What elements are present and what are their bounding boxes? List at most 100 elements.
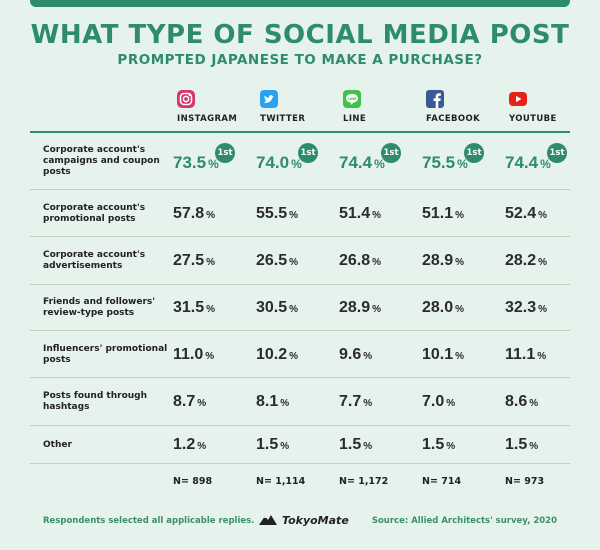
value-cell: 31.5% xyxy=(173,285,255,331)
value-cell: 75.5% 1st xyxy=(422,133,504,190)
value-unit: % xyxy=(529,398,539,409)
value-unit: % xyxy=(372,209,382,221)
value-cell: 27.5% xyxy=(173,237,255,285)
value-unit: % xyxy=(540,156,551,171)
value-number: 1.5 xyxy=(339,436,362,453)
value-cell: 1.5% xyxy=(505,426,587,464)
tokyomate-logo-icon xyxy=(259,515,277,525)
value-number: 1.5 xyxy=(422,436,445,453)
value-number: 57.8 xyxy=(173,204,205,222)
platform-icon-wrap xyxy=(509,90,527,108)
value-number: 1.5 xyxy=(505,436,528,453)
value-number: 74.0 xyxy=(256,152,290,172)
platform-icon-wrap xyxy=(260,90,278,108)
value-label: 10.1% xyxy=(422,346,464,364)
value-cell: 1.5% xyxy=(422,426,504,464)
value-unit: % xyxy=(537,350,547,362)
value-cell: 10.1% xyxy=(422,331,504,378)
value-number: 55.5 xyxy=(256,204,288,222)
svg-text:LINE: LINE xyxy=(347,97,357,101)
brand-logo: TokyoMate xyxy=(258,511,349,529)
value-unit: % xyxy=(455,257,465,268)
value-unit: % xyxy=(205,350,215,362)
value-cell: 57.8% xyxy=(173,190,255,237)
value-number: 32.3 xyxy=(505,299,537,316)
value-number: 7.7 xyxy=(339,393,362,410)
value-label: 74.4% xyxy=(505,153,551,173)
value-label: 1.5% xyxy=(422,436,455,454)
value-unit: % xyxy=(363,441,373,452)
value-cell: 74.4% 1st xyxy=(339,133,421,190)
sample-size-label: N= 1,114 xyxy=(256,476,306,487)
value-unit: % xyxy=(538,209,548,221)
value-label: 1.2% xyxy=(173,436,206,454)
value-cell: 1.5% xyxy=(256,426,338,464)
row-label: Corporate account's advertisements xyxy=(43,250,146,271)
value-unit: % xyxy=(289,209,299,221)
table-row: Other 1.2% 1.5% 1.5% 1.5% 1.5% xyxy=(30,426,570,464)
value-unit: % xyxy=(455,304,465,315)
value-label: 28.2% xyxy=(505,252,547,270)
value-unit: % xyxy=(446,441,456,452)
value-number: 26.8 xyxy=(339,252,371,269)
value-number: 10.1 xyxy=(422,345,454,363)
value-label: 8.6% xyxy=(505,393,538,411)
table-row: Influencers' promotional posts 11.0% 10.2%… xyxy=(30,331,570,378)
value-number: 11.0 xyxy=(173,345,204,363)
line-icon: LINE xyxy=(343,90,361,108)
value-number: 1.2 xyxy=(173,436,196,453)
brand-name: TokyoMate xyxy=(282,513,349,527)
platform-label: TWITTER xyxy=(260,114,306,124)
value-number: 31.5 xyxy=(173,299,205,316)
value-cell: 11.0% xyxy=(173,331,255,378)
value-cell: 28.9% xyxy=(339,285,421,331)
value-unit: % xyxy=(446,398,456,409)
value-number: 74.4 xyxy=(505,152,539,172)
value-label: 31.5% xyxy=(173,299,215,317)
sample-size-label: N= 714 xyxy=(422,476,462,487)
value-unit: % xyxy=(457,156,468,171)
value-unit: % xyxy=(291,156,302,171)
value-number: 27.5 xyxy=(173,252,205,269)
platform-icon-wrap xyxy=(426,90,444,108)
value-label: 26.5% xyxy=(256,252,298,270)
value-unit: % xyxy=(208,156,219,171)
table-row: Friends and followers' review-type posts… xyxy=(30,285,570,331)
platform-label: YOUTUBE xyxy=(509,114,557,124)
value-cell: 9.6% xyxy=(339,331,421,378)
platform-facebook: FACEBOOK xyxy=(422,90,507,126)
value-unit: % xyxy=(289,257,299,268)
platform-youtube: YOUTUBE xyxy=(505,90,590,126)
top-accent-bar xyxy=(30,0,570,7)
value-number: 28.9 xyxy=(339,299,371,316)
value-label: 11.1% xyxy=(505,346,546,364)
value-label: 11.0% xyxy=(173,346,214,364)
platform-label: LINE xyxy=(343,114,367,124)
value-label: 7.7% xyxy=(339,393,372,411)
value-cell: 8.7% xyxy=(173,378,255,426)
sample-size-label: N= 898 xyxy=(173,476,213,487)
value-unit: % xyxy=(206,209,216,221)
first-place-badge: 1st xyxy=(547,142,567,163)
chart-subtitle: PROMPTED JAPANESE TO MAKE A PURCHASE? xyxy=(117,52,483,68)
value-label: 9.6% xyxy=(339,346,372,364)
value-label: 51.4% xyxy=(339,205,381,223)
row-label: Posts found through hashtags xyxy=(43,391,148,412)
chart-title: WHAT TYPE OF SOCIAL MEDIA POST xyxy=(30,20,570,50)
value-cell: 30.5% xyxy=(256,285,338,331)
platform-twitter: TWITTER xyxy=(256,90,341,126)
value-label: 74.4% xyxy=(339,153,385,173)
first-place-badge: 1st xyxy=(464,142,484,163)
value-label: 10.2% xyxy=(256,346,298,364)
value-label: 7.0% xyxy=(422,393,455,411)
value-number: 1.5 xyxy=(256,436,279,453)
row-label: Other xyxy=(43,439,72,450)
value-cell: 28.2% xyxy=(505,237,587,285)
platform-label: INSTAGRAM xyxy=(177,114,238,124)
value-number: 51.4 xyxy=(339,204,371,222)
value-number: 51.1 xyxy=(422,204,454,222)
value-unit: % xyxy=(363,398,373,409)
value-cell: 28.0% xyxy=(422,285,504,331)
value-number: 28.0 xyxy=(422,299,454,316)
value-number: 30.5 xyxy=(256,299,288,316)
